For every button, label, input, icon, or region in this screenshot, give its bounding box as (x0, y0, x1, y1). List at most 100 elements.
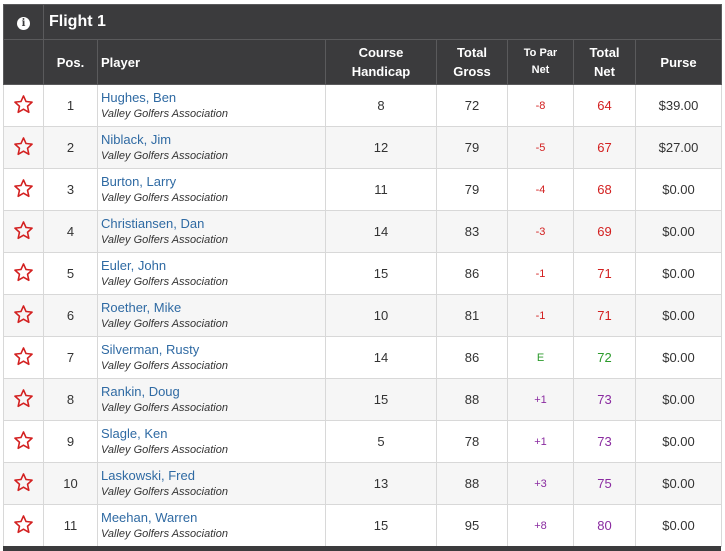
pos-cell: 8 (43, 378, 98, 421)
purse-cell: $0.00 (635, 504, 722, 547)
favorite-cell (3, 462, 44, 505)
star-outline-icon[interactable] (13, 178, 34, 199)
net-cell: 71 (573, 294, 636, 337)
net-cell: 69 (573, 210, 636, 253)
pos-column-header[interactable]: Pos. (43, 39, 98, 85)
player-name-link[interactable]: Niblack, Jim (101, 131, 172, 147)
star-outline-icon[interactable] (13, 430, 34, 451)
star-outline-icon[interactable] (13, 304, 34, 325)
net-column-header[interactable]: Total Net (573, 39, 636, 85)
player-name-link[interactable]: Rankin, Doug (101, 383, 180, 399)
handicap-cell: 15 (325, 504, 437, 547)
table-row: 9 Slagle, Ken Valley Golfers Association… (3, 420, 722, 463)
gross-column-header[interactable]: Total Gross (436, 39, 508, 85)
player-club: Valley Golfers Association (101, 485, 228, 498)
pos-cell: 9 (43, 420, 98, 463)
player-club: Valley Golfers Association (101, 317, 228, 330)
favorite-cell (3, 294, 44, 337)
topar-cell: +1 (507, 378, 574, 421)
player-name-link[interactable]: Euler, John (101, 257, 167, 273)
player-cell: Christiansen, Dan Valley Golfers Associa… (97, 210, 326, 253)
pos-cell: 10 (43, 462, 98, 505)
pos-cell: 3 (43, 168, 98, 211)
player-name-link[interactable]: Slagle, Ken (101, 425, 168, 441)
purse-cell: $0.00 (635, 168, 722, 211)
topar-cell: +3 (507, 462, 574, 505)
handicap-header-line2: Handicap (351, 64, 411, 79)
table-row: 3 Burton, Larry Valley Golfers Associati… (3, 168, 722, 211)
topar-cell: -1 (507, 294, 574, 337)
star-outline-icon[interactable] (13, 514, 34, 535)
purse-column-header[interactable]: Purse (635, 39, 722, 85)
star-outline-icon[interactable] (13, 94, 34, 115)
pos-cell: 5 (43, 252, 98, 295)
net-cell: 80 (573, 504, 636, 547)
player-name-link[interactable]: Roether, Mike (101, 299, 182, 315)
purse-cell: $0.00 (635, 336, 722, 379)
player-name-link[interactable]: Silverman, Rusty (101, 341, 200, 357)
gross-cell: 88 (436, 378, 508, 421)
topar-cell: E (507, 336, 574, 379)
table-row: 1 Hughes, Ben Valley Golfers Association… (3, 84, 722, 127)
info-icon[interactable]: i (17, 17, 30, 30)
player-name-link[interactable]: Meehan, Warren (101, 509, 198, 525)
handicap-cell: 15 (325, 252, 437, 295)
player-club: Valley Golfers Association (101, 359, 228, 372)
star-outline-icon[interactable] (13, 136, 34, 157)
player-header-label: Player (101, 54, 141, 70)
net-cell: 72 (573, 336, 636, 379)
purse-cell: $39.00 (635, 84, 722, 127)
handicap-cell: 15 (325, 378, 437, 421)
player-cell: Silverman, Rusty Valley Golfers Associat… (97, 336, 326, 379)
handicap-cell: 14 (325, 210, 437, 253)
table-row: 2 Niblack, Jim Valley Golfers Associatio… (3, 126, 722, 169)
player-name-link[interactable]: Hughes, Ben (101, 89, 177, 105)
topar-column-header[interactable]: To Par Net (507, 39, 574, 85)
star-outline-icon[interactable] (13, 472, 34, 493)
flight-title: Flight 1 (43, 4, 722, 40)
star-outline-icon[interactable] (13, 220, 34, 241)
player-name-link[interactable]: Christiansen, Dan (101, 215, 205, 231)
table-row: 11 Meehan, Warren Valley Golfers Associa… (3, 504, 722, 547)
table-row: 7 Silverman, Rusty Valley Golfers Associ… (3, 336, 722, 379)
player-cell: Hughes, Ben Valley Golfers Association (97, 84, 326, 127)
purse-cell: $0.00 (635, 252, 722, 295)
table-row: 10 Laskowski, Fred Valley Golfers Associ… (3, 462, 722, 505)
pos-cell: 7 (43, 336, 98, 379)
gross-cell: 88 (436, 462, 508, 505)
player-column-header[interactable]: Player (97, 39, 326, 85)
gross-cell: 86 (436, 252, 508, 295)
flight-header: i Flight 1 (3, 4, 722, 40)
net-cell: 73 (573, 378, 636, 421)
purse-cell: $0.00 (635, 420, 722, 463)
table-row: 5 Euler, John Valley Golfers Association… (3, 252, 722, 295)
player-name-link[interactable]: Burton, Larry (101, 173, 177, 189)
star-outline-icon[interactable] (13, 388, 34, 409)
pos-cell: 1 (43, 84, 98, 127)
handicap-column-header[interactable]: Course Handicap (325, 39, 437, 85)
topar-cell: +8 (507, 504, 574, 547)
table-row: 8 Rankin, Doug Valley Golfers Associatio… (3, 378, 722, 421)
info-button[interactable]: i (3, 4, 44, 40)
net-cell: 75 (573, 462, 636, 505)
purse-cell: $0.00 (635, 210, 722, 253)
star-outline-icon[interactable] (13, 346, 34, 367)
handicap-header-line1: Course (358, 45, 404, 60)
table-row: 6 Roether, Mike Valley Golfers Associati… (3, 294, 722, 337)
gross-header-line1: Total (456, 45, 488, 60)
net-header-line2: Net (594, 64, 615, 79)
handicap-cell: 8 (325, 84, 437, 127)
purse-cell: $27.00 (635, 126, 722, 169)
player-name-link[interactable]: Laskowski, Fred (101, 467, 195, 483)
handicap-cell: 14 (325, 336, 437, 379)
gross-cell: 83 (436, 210, 508, 253)
topar-header-line1: To Par (523, 47, 558, 59)
standings-body: 1 Hughes, Ben Valley Golfers Association… (3, 84, 722, 547)
star-outline-icon[interactable] (13, 262, 34, 283)
player-club: Valley Golfers Association (101, 275, 228, 288)
handicap-cell: 13 (325, 462, 437, 505)
net-header-line1: Total (589, 45, 620, 60)
purse-cell: $0.00 (635, 462, 722, 505)
net-cell: 73 (573, 420, 636, 463)
